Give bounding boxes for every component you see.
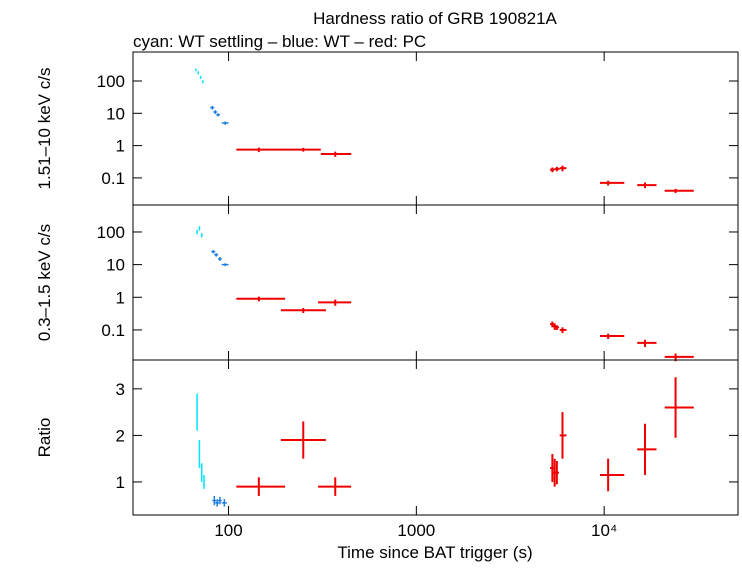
y-tick-label: 1 [116,137,125,156]
y-tick-label: 100 [97,223,125,242]
y-tick-label: 10 [106,256,125,275]
y-axis-label: 0.3–1.5 keV c/s [35,224,54,341]
y-tick-label: 3 [116,380,125,399]
y-tick-label: 2 [116,426,125,445]
y-tick-label: 1 [116,288,125,307]
y-axis-label: 1.51–10 keV c/s [35,68,54,190]
x-axis-label: Time since BAT trigger (s) [337,543,532,562]
chart-title: Hardness ratio of GRB 190821A [313,9,557,28]
y-tick-label: 10 [106,104,125,123]
x-tick-label: 1000 [397,521,435,540]
x-tick-label: 10⁴ [591,521,617,540]
plot-frame [132,359,739,516]
y-axis-label: Ratio [35,418,54,458]
chart-subtitle: cyan: WT settling – blue: WT – red: PC [133,32,426,51]
x-tick-label: 100 [214,521,242,540]
y-tick-label: 0.1 [101,169,125,188]
plot-frame [132,204,739,361]
y-tick-label: 0.1 [101,321,125,340]
y-tick-label: 1 [116,473,125,492]
plot-frame [132,51,739,206]
y-tick-label: 100 [97,72,125,91]
